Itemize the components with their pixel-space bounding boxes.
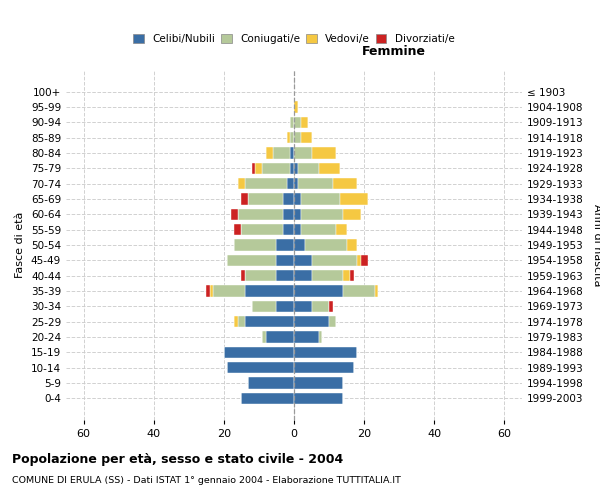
Bar (329, 300, 332, 312)
Bar (290, 162, 294, 174)
Bar (374, 286, 378, 297)
Bar (206, 286, 210, 297)
Bar (262, 332, 266, 343)
Bar (256, 162, 262, 174)
Bar (294, 270, 311, 281)
Bar (294, 392, 343, 404)
Bar (283, 224, 294, 235)
Bar (235, 224, 241, 235)
Bar (277, 239, 294, 251)
Bar (294, 132, 301, 143)
Text: Femmine: Femmine (362, 45, 427, 58)
Bar (277, 254, 294, 266)
Bar (238, 208, 283, 220)
Bar (235, 239, 277, 251)
Bar (294, 162, 298, 174)
Bar (241, 224, 283, 235)
Bar (248, 378, 294, 389)
Bar (340, 193, 368, 204)
Bar (319, 162, 340, 174)
Text: Popolazione per età, sesso e stato civile - 2004: Popolazione per età, sesso e stato civil… (12, 452, 343, 466)
Bar (231, 208, 238, 220)
Bar (290, 147, 294, 158)
Bar (319, 332, 322, 343)
Bar (294, 147, 311, 158)
Bar (294, 378, 343, 389)
Bar (294, 178, 298, 190)
Bar (294, 286, 343, 297)
Bar (311, 147, 336, 158)
Bar (332, 178, 357, 190)
Bar (311, 300, 329, 312)
Bar (347, 239, 357, 251)
Bar (238, 178, 245, 190)
Bar (252, 162, 256, 174)
Bar (248, 193, 283, 204)
Bar (245, 178, 287, 190)
Legend: Celibi/Nubili, Coniugati/e, Vedovi/e, Divorziati/e: Celibi/Nubili, Coniugati/e, Vedovi/e, Di… (129, 30, 459, 48)
Bar (301, 132, 311, 143)
Bar (294, 116, 301, 128)
Bar (301, 208, 343, 220)
Bar (283, 193, 294, 204)
Bar (361, 254, 368, 266)
Bar (311, 254, 357, 266)
Bar (241, 392, 294, 404)
Bar (262, 162, 290, 174)
Bar (294, 332, 319, 343)
Bar (298, 178, 332, 190)
Bar (294, 208, 301, 220)
Bar (294, 101, 298, 112)
Bar (294, 224, 301, 235)
Bar (235, 316, 238, 328)
Bar (224, 346, 294, 358)
Bar (245, 286, 294, 297)
Y-axis label: Fasce di età: Fasce di età (16, 212, 25, 278)
Bar (241, 270, 245, 281)
Bar (311, 270, 343, 281)
Bar (329, 316, 336, 328)
Bar (266, 147, 273, 158)
Bar (350, 270, 353, 281)
Bar (252, 300, 277, 312)
Bar (266, 332, 294, 343)
Bar (294, 316, 329, 328)
Bar (294, 193, 301, 204)
Bar (357, 254, 361, 266)
Bar (214, 286, 245, 297)
Bar (294, 254, 311, 266)
Bar (294, 346, 357, 358)
Bar (343, 286, 374, 297)
Bar (241, 193, 248, 204)
Bar (301, 193, 340, 204)
Bar (227, 362, 294, 374)
Bar (210, 286, 214, 297)
Bar (273, 147, 290, 158)
Bar (294, 362, 353, 374)
Bar (238, 316, 245, 328)
Bar (294, 239, 305, 251)
Bar (301, 116, 308, 128)
Bar (277, 300, 294, 312)
Bar (277, 270, 294, 281)
Bar (283, 208, 294, 220)
Bar (245, 316, 294, 328)
Bar (245, 270, 277, 281)
Y-axis label: Anni di nascita: Anni di nascita (592, 204, 600, 286)
Bar (287, 178, 294, 190)
Bar (305, 239, 347, 251)
Bar (290, 132, 294, 143)
Bar (301, 224, 336, 235)
Bar (290, 116, 294, 128)
Bar (227, 254, 277, 266)
Bar (336, 224, 347, 235)
Bar (294, 300, 311, 312)
Bar (287, 132, 290, 143)
Bar (343, 270, 350, 281)
Bar (343, 208, 361, 220)
Text: COMUNE DI ERULA (SS) - Dati ISTAT 1° gennaio 2004 - Elaborazione TUTTITALIA.IT: COMUNE DI ERULA (SS) - Dati ISTAT 1° gen… (12, 476, 401, 485)
Bar (298, 162, 319, 174)
